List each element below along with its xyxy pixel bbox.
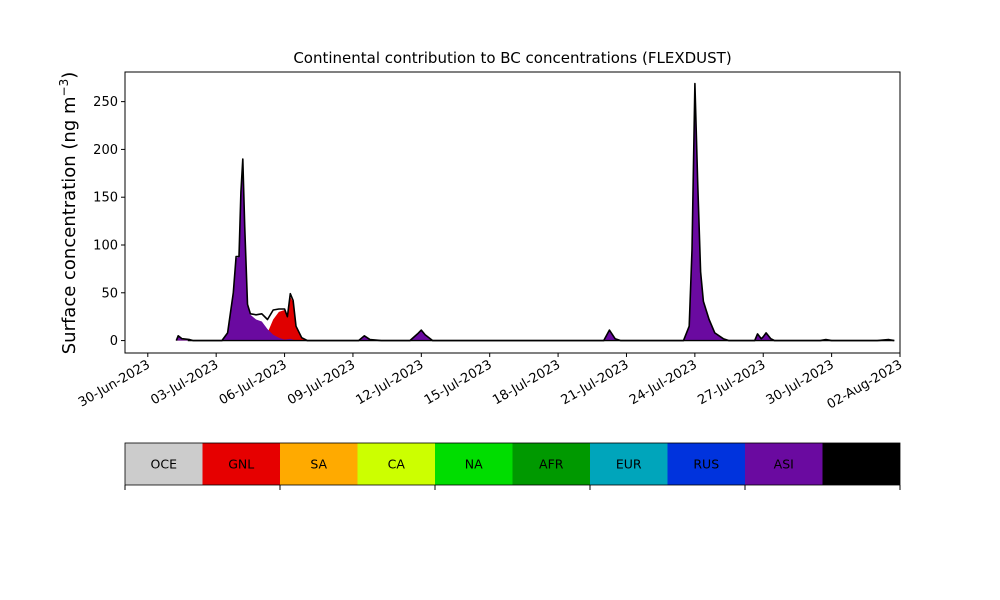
- legend-label-sa: SA: [310, 457, 327, 472]
- y-axis-label-close: ): [59, 72, 80, 79]
- area-asi: [176, 101, 775, 341]
- y-axis-label: Surface concentration (ng m−3): [57, 72, 80, 355]
- plot-area: [124, 71, 901, 354]
- y-axis-label-main: Surface concentration (ng m: [59, 96, 80, 354]
- legend-swatch-rus: [667, 443, 745, 485]
- x-tick-label: 18-Jul-2023: [490, 357, 563, 408]
- area-gnl: [261, 296, 308, 341]
- legend-swatch-ca: [357, 443, 435, 485]
- legend-label-ca: CA: [388, 457, 406, 472]
- x-tick-label: 15-Jul-2023: [422, 357, 495, 408]
- x-axis: 30-Jun-202303-Jul-202306-Jul-202309-Jul-…: [76, 353, 905, 413]
- y-tick-label: 0: [110, 334, 118, 349]
- plot-frame: [124, 71, 901, 354]
- legend-label-rus: RUS: [693, 457, 719, 472]
- legend-swatch-sa: [280, 443, 358, 485]
- x-tick-label: 27-Jul-2023: [695, 357, 768, 408]
- total-line: [175, 82, 895, 342]
- y-tick-label: 50: [101, 286, 118, 301]
- y-axis: 0 50 100 150 200 250: [93, 95, 125, 349]
- x-tick-label: 30-Jun-2023: [76, 357, 153, 410]
- y-tick-label: 200: [93, 143, 118, 158]
- legend-label-afr: AFR: [539, 457, 564, 472]
- legend-label-eur: EUR: [616, 457, 642, 472]
- legend-label-oce: OCE: [151, 457, 178, 472]
- x-tick-label: 21-Jul-2023: [559, 357, 632, 408]
- y-tick-label: 250: [93, 95, 118, 110]
- y-tick-label: 150: [93, 191, 118, 206]
- legend-label-na: NA: [465, 457, 483, 472]
- legend-swatch-gnl: [202, 443, 280, 485]
- y-tick-label: 100: [93, 238, 118, 253]
- x-tick-label: 06-Jul-2023: [217, 357, 290, 408]
- legend-swatch-afr: [512, 443, 590, 485]
- legend-label-asi: ASI: [774, 457, 794, 472]
- legend-swatch-eur: [590, 443, 668, 485]
- legend-label-aus: AUS: [848, 457, 874, 472]
- y-axis-label-superscript: −3: [57, 79, 71, 97]
- chart-title: Continental contribution to BC concentra…: [293, 49, 731, 67]
- legend-swatch-na: [435, 443, 513, 485]
- x-tick-label: 03-Jul-2023: [148, 357, 221, 408]
- legend-colorbar: OCE GNL SA CA NA AFR EUR RUS ASI AUS: [124, 442, 901, 490]
- x-tick-label: 12-Jul-2023: [354, 357, 427, 408]
- x-tick-label: 24-Jul-2023: [627, 357, 700, 408]
- x-tick-label: 02-Aug-2023: [825, 357, 905, 412]
- legend-label-gnl: GNL: [228, 457, 254, 472]
- legend-swatch-oce: [125, 443, 203, 485]
- x-tick-label: 09-Jul-2023: [285, 357, 358, 408]
- legend-swatch-asi: [745, 443, 823, 485]
- legend-swatch-aus: [822, 443, 900, 485]
- legend-frame: [124, 442, 901, 486]
